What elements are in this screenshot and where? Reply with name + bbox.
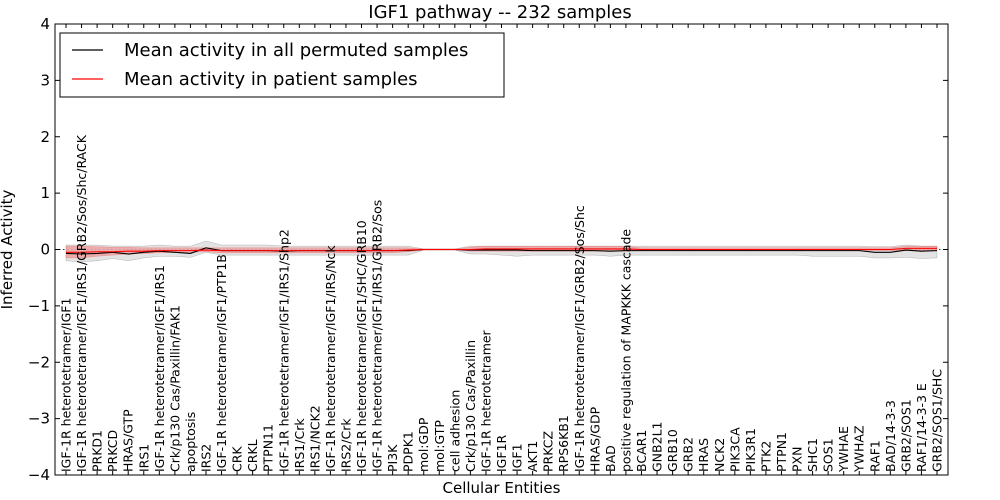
x-tick-label: IGF-1R heterotetramer/IGF1/IRS1 xyxy=(152,265,167,472)
y-tick-label: −1 xyxy=(28,297,50,315)
x-tick-label: apoptosis xyxy=(183,412,198,472)
x-tick-label: IRS2/Crk xyxy=(338,418,353,472)
x-tick-label: GRB2/SOS1 xyxy=(898,399,913,472)
x-tick-label: IRS2 xyxy=(198,444,213,472)
x-tick-label: RAF1 xyxy=(867,440,882,472)
x-tick-label: IGF-1R heterotetramer xyxy=(478,329,493,472)
x-tick-label: PIK3R1 xyxy=(743,428,758,472)
x-tick-label: IGF1 xyxy=(510,443,525,472)
y-tick-label: 2 xyxy=(40,128,50,146)
x-tick-label: BCAR1 xyxy=(634,430,649,472)
x-tick-label: AKT1 xyxy=(525,441,540,472)
x-tick-label: RAF1/14-3-3 E xyxy=(914,383,929,472)
plot-frame xyxy=(54,23,949,476)
x-tick-label: GNB2L1 xyxy=(650,422,665,472)
series-line-permuted xyxy=(65,247,938,255)
x-tick-label: PXN xyxy=(790,447,805,472)
x-tick-label: Crk/p130 Cas/Paxillin xyxy=(463,340,478,472)
x-tick-label: IGF-1R heterotetramer/IGF1/IRS1/GRB2/Sos… xyxy=(74,134,89,472)
x-tick-label: IGF1R xyxy=(494,434,509,472)
x-tick-label: RPS6KB1 xyxy=(556,415,571,472)
x-tick-label: PIK3CA xyxy=(727,427,742,472)
x-tick-label: PI3K xyxy=(385,444,400,472)
x-tick-label: GRB10 xyxy=(665,429,680,472)
y-tick-label: 4 xyxy=(40,15,50,33)
x-tick-label: BAD/14-3-3 xyxy=(883,400,898,472)
x-tick-label: CRKL xyxy=(245,439,260,472)
x-tick-label: HRAS xyxy=(696,438,711,472)
y-tick-label: −4 xyxy=(28,466,50,484)
legend-label-patient: Mean activity in patient samples xyxy=(124,69,418,90)
y-tick-label: 0 xyxy=(40,241,50,259)
x-tick-label: positive regulation of MAPKKK cascade xyxy=(618,229,633,472)
x-tick-label: NCK2 xyxy=(712,438,727,472)
x-tick-label: PRKCD xyxy=(105,430,120,472)
y-tick-label: 1 xyxy=(40,184,50,202)
x-tick-label: SOS1 xyxy=(821,438,836,472)
x-tick-label: IRS1/Crk xyxy=(292,418,307,472)
y-tick-label: 3 xyxy=(40,71,50,89)
y-axis-label: Inferred Activity xyxy=(0,189,16,309)
x-tick-label: PRKD1 xyxy=(90,430,105,472)
x-tick-label: PDPK1 xyxy=(401,431,416,472)
x-tick-label: IGF-1R heterotetramer/IGF1/SHC/GRB10 xyxy=(354,220,369,472)
y-tick-label: −2 xyxy=(28,353,50,371)
legend-box xyxy=(59,32,505,98)
x-tick-label: GRB2/SOS1/SHC xyxy=(930,369,945,472)
x-tick-label: mol:GTP xyxy=(432,420,447,472)
x-tick-label: PTPN11 xyxy=(261,424,276,472)
x-tick-label: PTPN1 xyxy=(774,432,789,472)
legend: Mean activity in all permuted samples Me… xyxy=(59,32,505,98)
band-permuted xyxy=(65,240,938,263)
x-tick-label: IGF-1R heterotetramer/IGF1/IRS/Nck xyxy=(323,245,338,472)
x-tick-label: IGF-1R heterotetramer/IGF1/IRS1/GRB2/Sos xyxy=(370,200,385,472)
x-tick-label: HRAS/GDP xyxy=(587,406,602,472)
x-tick-label: CRK xyxy=(230,446,245,472)
x-tick-label: PTK2 xyxy=(758,441,773,472)
x-axis-label: Cellular Entities xyxy=(443,479,561,497)
x-tick-label: IGF-1R heterotetramer/IGF1/PTP1B xyxy=(214,254,229,472)
x-tick-label: BAD xyxy=(603,445,618,472)
series-line-patient xyxy=(66,247,937,253)
legend-label-permuted: Mean activity in all permuted samples xyxy=(124,40,468,61)
x-tick-label: IGF-1R heterotetramer/IGF1/GRB2/Sos/Shc xyxy=(572,205,587,472)
x-tick-label: Crk/p130 Cas/Paxillin/FAK1 xyxy=(167,305,182,472)
chart-title: IGF1 pathway -- 232 samples xyxy=(368,2,631,23)
x-tick-label: GRB2 xyxy=(681,437,696,472)
x-tick-label: IGF-1R heterotetramer/IGF1/IRS1/Shp2 xyxy=(276,229,291,472)
x-tick-label: YWHAZ xyxy=(852,425,867,473)
x-tick-label: YWHAE xyxy=(836,426,851,473)
x-tick-label: IGF-1R heterotetramer/IGF1 xyxy=(59,298,74,472)
x-tick-label: mol:GDP xyxy=(416,417,431,472)
x-tick-label: SHC1 xyxy=(805,438,820,472)
x-tick-label: HRAS/GTP xyxy=(121,409,136,472)
y-tick-label: −3 xyxy=(28,410,50,428)
x-tick-label: PRKCZ xyxy=(541,431,556,472)
x-tick-label: IRS1/NCK2 xyxy=(307,405,322,472)
x-tick-label: cell adhesion xyxy=(447,390,462,472)
x-tick-label: IRS1 xyxy=(136,444,151,472)
